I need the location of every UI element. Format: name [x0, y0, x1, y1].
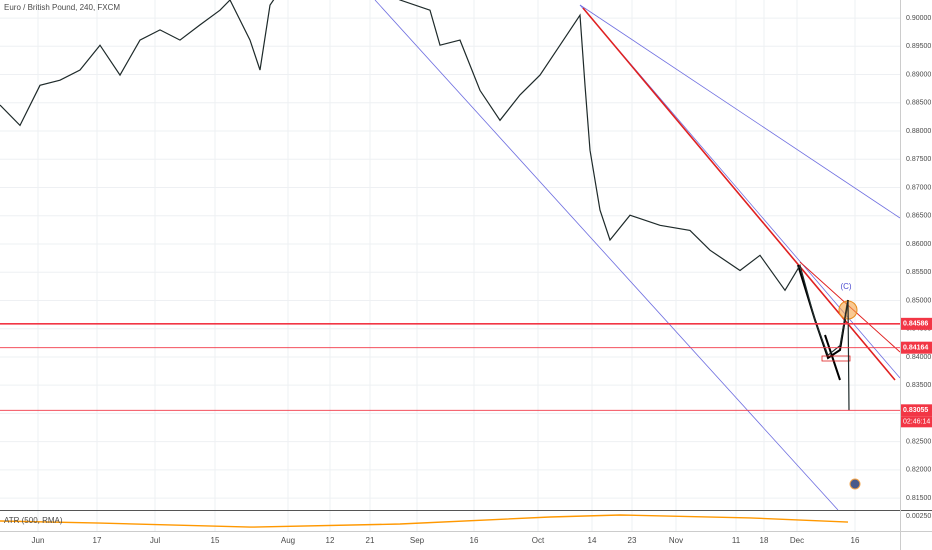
x-tick-label: Sep — [410, 536, 425, 545]
countdown-tag — [901, 416, 932, 428]
x-tick-label: 21 — [366, 536, 375, 545]
wave-line — [824, 334, 841, 381]
y-tick-label: 0.90000 — [906, 15, 931, 22]
x-tick-label: Jun — [32, 536, 45, 545]
x-tick-label: 16 — [470, 536, 479, 545]
channel-line — [579, 4, 900, 219]
event-marker — [849, 478, 861, 490]
y-tick-label: 0.84000 — [906, 354, 931, 361]
indicator-title: ATR (500, RMA) — [4, 516, 63, 525]
y-tick-label: 0.88500 — [906, 100, 931, 107]
y-tick-label: 0.88000 — [906, 128, 931, 135]
series-group — [0, 0, 850, 411]
x-tick-label: 11 — [732, 536, 741, 545]
x-tick-label: 17 — [93, 536, 102, 545]
y-tick-label: 0.82500 — [906, 439, 931, 446]
y-tick-label: 0.85000 — [906, 297, 931, 304]
series — [0, 0, 850, 528]
series-group — [0, 514, 849, 528]
x-tick-label: 18 — [760, 536, 769, 545]
price-line — [0, 0, 850, 411]
x-tick-label: 23 — [628, 536, 637, 545]
price-tag — [901, 317, 932, 330]
x-tick-label: 12 — [326, 536, 335, 545]
x-tick-label: 16 — [851, 536, 860, 545]
price-line — [0, 514, 849, 528]
channel-line — [374, 0, 839, 510]
price-tag-label: 0.84164 — [903, 345, 928, 352]
y-tick-label: 0.00250 — [906, 513, 931, 520]
wave-label: (C) — [840, 282, 851, 291]
y-tick-label: 0.89500 — [906, 43, 931, 50]
y-tick-label: 0.85500 — [906, 269, 931, 276]
price-tag-label: 0.83055 — [903, 407, 928, 414]
price-tag — [901, 404, 932, 417]
x-tick-label: Jul — [150, 536, 160, 545]
x-tick-label: 14 — [588, 536, 597, 545]
y-tick-label: 0.81500 — [906, 495, 931, 502]
y-tick-label: 0.82000 — [906, 467, 931, 474]
x-tick-label: Oct — [532, 536, 545, 545]
y-tick-label: 0.87000 — [906, 184, 931, 191]
y-tick-label: 0.86500 — [906, 213, 931, 220]
price-tag — [901, 341, 932, 354]
countdown-label: 02:46:14 — [903, 419, 930, 426]
y-tick-label: 0.89000 — [906, 71, 931, 78]
grid — [0, 0, 900, 531]
box — [821, 355, 851, 362]
y-tick-label: 0.87500 — [906, 156, 931, 163]
y-tick-label: 0.83500 — [906, 382, 931, 389]
x-tick-label: 15 — [211, 536, 220, 545]
x-tick-label: Dec — [790, 536, 804, 545]
price-tag-label: 0.84586 — [903, 321, 928, 328]
x-tick-label: Aug — [281, 536, 295, 545]
chart-title: Euro / British Pound, 240, FXCM — [4, 3, 120, 12]
x-tick-label: Nov — [669, 536, 683, 545]
y-tick-label: 0.86000 — [906, 241, 931, 248]
